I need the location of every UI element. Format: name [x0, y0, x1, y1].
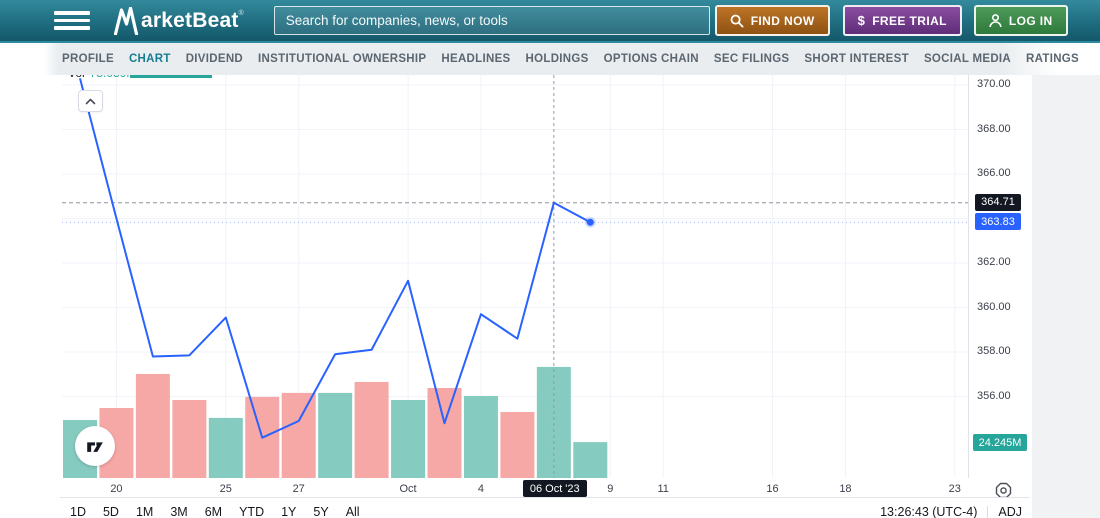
tab-profile[interactable]: PROFILE — [62, 53, 114, 65]
volume-bar — [354, 381, 389, 478]
price-axis-label: 366.00 — [977, 167, 1011, 179]
search-input[interactable] — [273, 6, 710, 35]
time-axis-label: 4 — [477, 483, 484, 495]
crosshair-date-badge: 06 Oct '23 — [522, 480, 587, 497]
volume-bar — [318, 392, 353, 478]
time-axis-label: 23 — [948, 483, 961, 495]
price-axis-label: 358.00 — [977, 345, 1011, 357]
volume-legend: Vol 75.039M — [68, 75, 136, 80]
chevron-up-icon — [85, 98, 96, 104]
find-now-button[interactable]: FIND NOW — [714, 5, 830, 36]
range-all[interactable]: All — [345, 505, 360, 518]
price-axis-label: 368.00 — [977, 122, 1011, 135]
price-axis-label: 362.00 — [977, 256, 1011, 268]
toolbar-divider — [987, 505, 989, 518]
time-axis-label: 9 — [607, 483, 614, 495]
tab-short-interest[interactable]: SHORT INTEREST — [804, 53, 909, 65]
time-axis-label: 16 — [766, 483, 779, 495]
last-price-badge: 363.83 — [975, 213, 1021, 231]
time-axis-label: 11 — [657, 483, 669, 495]
chart-toolbar: 1D 5D 1M 3M 6M YTD 1Y 5Y All 13:26:43 (UTC-4) AD… — [60, 497, 1030, 518]
crosshair-price-badge: 364.71 — [975, 193, 1021, 211]
hamburger-menu-icon[interactable] — [54, 7, 90, 34]
time-axis-label: 27 — [292, 483, 305, 495]
collapse-pane-button[interactable] — [78, 90, 103, 112]
range-5d[interactable]: 5D — [102, 505, 119, 518]
volume-bar — [573, 442, 608, 478]
tab-institutional-ownership[interactable]: INSTITUTIONAL OWNERSHIP — [258, 53, 427, 65]
time-axis-label: 20 — [110, 483, 123, 495]
tab-dividend[interactable]: DIVIDEND — [185, 53, 244, 65]
adjusted-toggle[interactable]: ADJ — [998, 505, 1022, 518]
volume-bar — [281, 392, 316, 478]
time-axis-label: Oct — [399, 483, 417, 495]
person-icon — [989, 13, 1002, 27]
toolbar-right: 13:26:43 (UTC-4) ADJ — [880, 505, 1022, 518]
price-axis[interactable]: 364.71 363.83 24.245M 370.00 368.00 366.00… — [968, 75, 1031, 478]
range-buttons: 1D 5D 1M 3M 6M YTD 1Y 5Y All — [70, 505, 377, 518]
range-3m[interactable]: 3M — [170, 505, 188, 518]
tab-social-media[interactable]: SOCIAL MEDIA — [923, 53, 1012, 65]
log-in-button[interactable]: LOG IN — [973, 5, 1068, 36]
find-now-label: FIND NOW — [750, 13, 815, 28]
range-1d[interactable]: 1D — [70, 505, 86, 518]
tab-headlines[interactable]: HEADLINES — [441, 53, 511, 65]
search-icon — [730, 14, 744, 28]
trademark-symbol: ® — [238, 10, 244, 17]
volume-bar — [391, 400, 426, 478]
range-6m[interactable]: 6M — [204, 505, 223, 518]
range-5y[interactable]: 5Y — [313, 505, 329, 518]
page-right-gutter — [1032, 75, 1100, 518]
time-axis-label: 18 — [839, 483, 852, 495]
price-line — [79, 78, 591, 439]
price-axis-label: 356.00 — [977, 389, 1011, 402]
volume-legend-value: 75.039M — [90, 75, 137, 80]
time-axis-label: 25 — [219, 483, 232, 495]
chart-area: Vol75.039M 364.71 363.83 24.245M 370.003… — [0, 75, 1100, 518]
time-axis[interactable]: 20 25 27 Oct 4 06 Oct '23 9 11 16 18 23 — [0, 478, 1030, 500]
volume-bar — [463, 396, 498, 478]
volume-bar — [500, 411, 535, 478]
last-price-marker — [586, 218, 594, 226]
volume-bar — [427, 388, 462, 478]
section-nav: PROFILE CHART DIVIDEND INSTITUTIONAL OWNERS… — [0, 43, 1100, 75]
range-1m[interactable]: 1M — [135, 505, 154, 518]
price-axis-label: 370.00 — [977, 78, 1011, 90]
dollar-icon: $ — [857, 13, 866, 28]
price-axis-label: 360.00 — [977, 300, 1011, 313]
volume-bar — [172, 400, 207, 478]
tab-options-chain[interactable]: OPTIONS CHAIN — [603, 53, 699, 65]
volume-bar — [208, 417, 243, 478]
free-trial-label: FREE TRIAL — [872, 13, 947, 28]
last-volume-badge: 24.245M — [973, 434, 1027, 452]
tab-sec-filings[interactable]: SEC FILINGS — [713, 53, 790, 65]
volume-legend-label: Vol — [68, 75, 85, 80]
volume-bar — [135, 373, 170, 478]
range-1y[interactable]: 1Y — [281, 505, 297, 518]
pulse-m-icon — [114, 6, 139, 35]
tab-chart[interactable]: CHART — [128, 53, 171, 65]
marketbeat-logo[interactable]: arketBeat ® — [114, 6, 244, 35]
tab-ratings[interactable]: RATINGS — [1026, 53, 1080, 65]
tab-holdings[interactable]: HOLDINGS — [525, 53, 589, 65]
app-header: arketBeat® FIND NOW $ FREE TRIAL LOG IN — [0, 0, 1100, 43]
free-trial-button[interactable]: $ FREE TRIAL — [842, 5, 962, 36]
chart-canvas[interactable] — [0, 75, 1100, 518]
tradingview-logo[interactable] — [75, 426, 115, 466]
logo-text: arketBeat — [141, 8, 239, 32]
range-ytd[interactable]: YTD — [239, 505, 265, 518]
tradingview-icon — [87, 442, 103, 452]
volume-legend-underline — [130, 75, 212, 78]
log-in-label: LOG IN — [1008, 13, 1053, 28]
clock-readout[interactable]: 13:26:43 (UTC-4) — [880, 505, 978, 518]
